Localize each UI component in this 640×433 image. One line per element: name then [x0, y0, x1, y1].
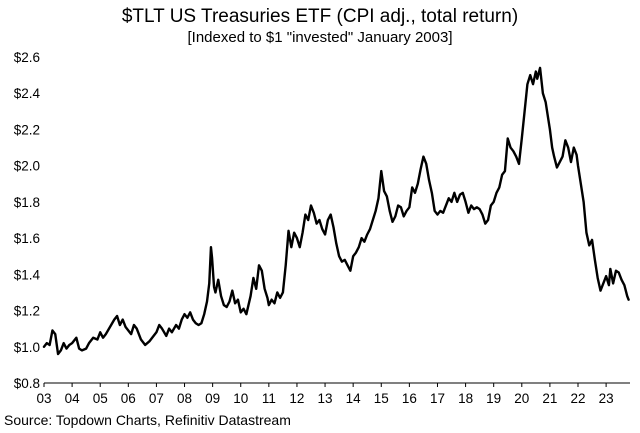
x-tick-label: 13	[318, 391, 333, 406]
y-tick-label: $1.2	[14, 304, 40, 319]
y-axis-ticks: $0.8 $1.0 $1.2 $1.4 $1.6 $1.8 $2.0 $2.2 $2.4 $2.6	[14, 50, 41, 391]
x-tick-label: 15	[374, 391, 389, 406]
x-tick-label: 11	[262, 391, 276, 406]
y-tick-label: $1.4	[14, 267, 41, 282]
x-tick-label: 07	[149, 391, 164, 406]
x-tick-label: 14	[346, 391, 362, 406]
y-tick-label: $1.0	[14, 340, 40, 355]
y-tick-label: $1.6	[14, 231, 40, 246]
y-tick-label: $2.6	[14, 50, 40, 65]
x-tick-label: 18	[458, 391, 473, 406]
x-tick-label: 09	[205, 391, 220, 406]
x-axis-ticks: 03 04 05 06 07 08 09 10 11 12 13 14 15 16 17 18 19 20 21 22…	[36, 383, 614, 406]
chart-source: Source: Topdown Charts, Refinitiv Datast…	[4, 412, 291, 428]
x-tick-label: 03	[36, 391, 51, 406]
chart-title: $TLT US Treasuries ETF (CPI adj., total …	[121, 6, 519, 27]
x-tick-label: 08	[177, 391, 192, 406]
x-tick-label: 16	[402, 391, 417, 406]
x-tick-label: 21	[542, 391, 557, 406]
y-tick-label: $2.0	[14, 159, 40, 174]
chart-subtitle: [Indexed to $1 "invested" January 2003]	[187, 29, 453, 46]
y-tick-label: $2.4	[14, 86, 41, 101]
x-tick-label: 19	[486, 391, 501, 406]
y-tick-label: $0.8	[14, 376, 40, 391]
x-tick-label: 04	[65, 391, 81, 406]
series-group	[42, 66, 630, 356]
x-tick-label: 22	[570, 391, 585, 406]
x-tick-label: 06	[121, 391, 136, 406]
x-tick-label: 12	[289, 391, 304, 406]
x-tick-label: 17	[430, 391, 445, 406]
y-tick-label: $2.2	[14, 122, 40, 137]
x-tick-label: 10	[233, 391, 248, 406]
x-tick-label: 20	[514, 391, 529, 406]
x-tick-label: 23	[599, 391, 614, 406]
y-tick-label: $1.8	[14, 195, 40, 210]
x-tick-label: 05	[93, 391, 108, 406]
series-line-0	[42, 66, 630, 356]
